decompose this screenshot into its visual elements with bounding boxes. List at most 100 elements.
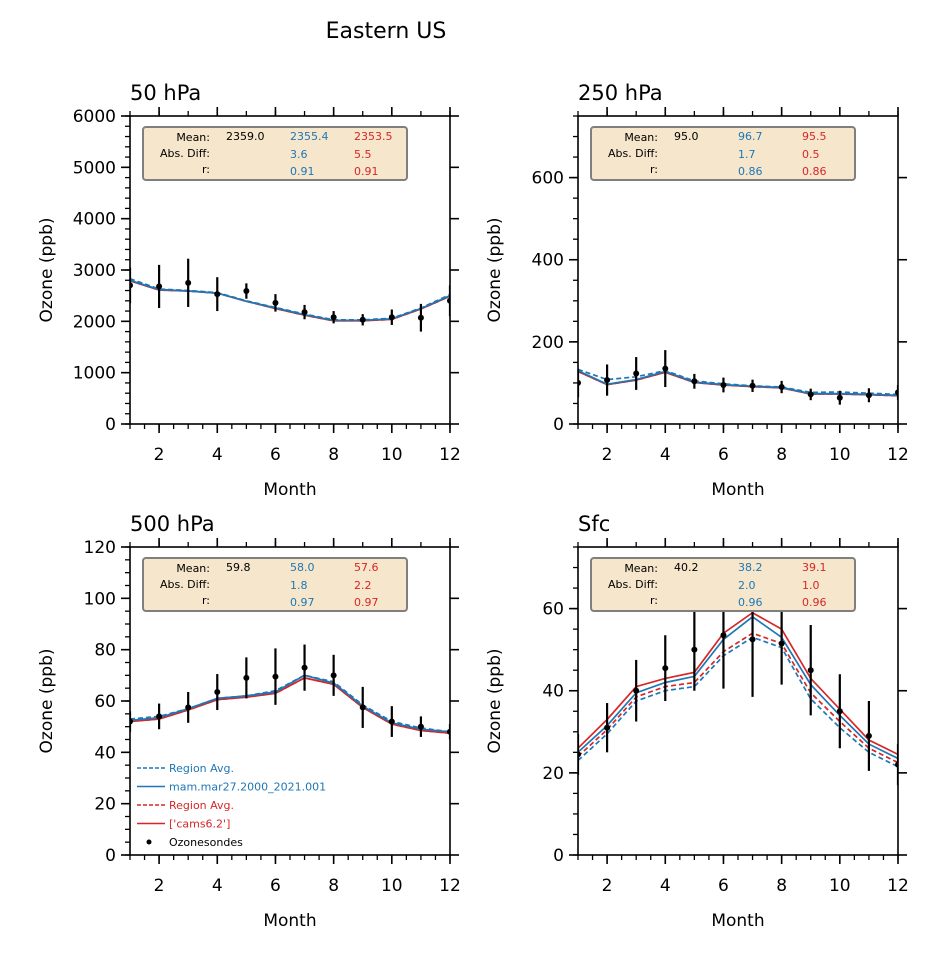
obs-point — [720, 632, 727, 639]
obs-point — [359, 704, 366, 711]
stats-box: Mean: Abs. Diff: r: 59.8 58.0 57.6 1.8 2.2 0.97 0… — [142, 557, 408, 612]
obs-point — [214, 689, 221, 696]
y-tick-label: 200 — [532, 333, 564, 353]
stats-m2-mean: 39.1 — [802, 561, 827, 574]
stats-box-bg — [142, 126, 408, 181]
series-line-1 — [578, 369, 898, 397]
stats-label-absdiff: Abs. Diff: — [608, 578, 658, 591]
stats-m1-mean: 2355.4 — [290, 130, 329, 143]
stats-m2-r: 0.97 — [354, 596, 379, 609]
x-tick-label: 2 — [602, 445, 613, 465]
obs-point — [836, 394, 843, 401]
x-tick-label: 4 — [660, 445, 671, 465]
series-line-1 — [578, 615, 898, 760]
x-tick-label: 8 — [328, 445, 339, 465]
obs-point — [604, 724, 611, 731]
obs-point — [359, 316, 366, 323]
obs-point — [691, 646, 698, 653]
stats-m2-mean: 2353.5 — [354, 130, 393, 143]
axes-frame — [129, 115, 451, 425]
stats-label-mean: Mean: — [624, 562, 658, 575]
y-tick-label: 0 — [105, 415, 116, 435]
stats-box: Mean: Abs. Diff: r: 95.0 96.7 95.5 1.7 0.5 0.86 0… — [590, 126, 856, 181]
stats-m2-absdiff: 1.0 — [802, 579, 820, 592]
legend-marker — [146, 839, 152, 845]
obs-point — [243, 288, 250, 295]
stats-box-bg — [590, 557, 856, 612]
stats-box: Mean: Abs. Diff: r: 2359.0 2355.4 2353.5 3.6 5.… — [142, 126, 408, 181]
obs-point — [388, 314, 395, 321]
stats-box-bg — [590, 126, 856, 181]
x-tick-label: 12 — [439, 876, 461, 896]
panel-title: 250 hPa — [578, 81, 663, 105]
legend-label: ['cams6.2'] — [169, 818, 230, 831]
figure-title: Eastern US — [326, 19, 447, 44]
x-tick-label: 6 — [270, 445, 281, 465]
x-axis-label: Month — [263, 480, 316, 500]
x-tick-label: 4 — [660, 876, 671, 896]
obs-point — [778, 640, 785, 647]
x-axis-label: Month — [263, 911, 316, 931]
stats-label-r: r: — [650, 163, 658, 176]
x-axis-label: Month — [711, 911, 764, 931]
x-tick-label: 4 — [212, 445, 223, 465]
series-line-0 — [578, 636, 898, 768]
obs-point — [272, 673, 279, 680]
y-axis-label: Ozone (ppb) — [37, 218, 57, 323]
stats-box-bg — [142, 557, 408, 612]
y-tick-label: 20 — [542, 764, 564, 784]
axes-frame — [129, 546, 451, 856]
obs-point — [272, 299, 279, 306]
y-tick-label: 4000 — [73, 210, 116, 230]
legend-label: Ozonesondes — [169, 836, 243, 849]
stats-obs-mean: 40.2 — [674, 561, 699, 574]
series-line-3 — [578, 370, 898, 397]
obs-point — [243, 674, 250, 681]
plot-area — [130, 644, 450, 740]
stats-m1-absdiff: 2.0 — [738, 579, 756, 592]
stats-m1-absdiff: 3.6 — [290, 148, 308, 161]
series-line-2 — [578, 370, 898, 397]
x-tick-label: 6 — [270, 876, 281, 896]
plot-area — [130, 258, 450, 332]
obs-point — [604, 377, 611, 384]
x-axis-label: Month — [711, 480, 764, 500]
series-line-3 — [578, 611, 898, 756]
stats-label-absdiff: Abs. Diff: — [160, 147, 210, 160]
obs-point — [388, 718, 395, 725]
axes-frame — [577, 546, 899, 856]
series-line-1 — [130, 279, 450, 322]
x-tick-label: 8 — [776, 876, 787, 896]
legend: Region Avg. mam.mar27.2000_2021.001 Region… — [137, 762, 326, 849]
x-tick-label: 6 — [718, 876, 729, 896]
x-tick-label: 6 — [718, 445, 729, 465]
obs-point — [778, 384, 785, 391]
y-tick-label: 1000 — [73, 364, 116, 384]
x-tick-label: 2 — [154, 445, 165, 465]
stats-m1-mean: 38.2 — [738, 561, 763, 574]
obs-point — [633, 370, 640, 377]
y-tick-label: 0 — [553, 415, 564, 435]
stats-label-r: r: — [202, 163, 210, 176]
stats-label-r: r: — [202, 594, 210, 607]
y-tick-label: 6000 — [73, 107, 116, 127]
obs-point — [417, 723, 424, 730]
x-tick-label: 12 — [887, 445, 909, 465]
stats-m1-mean: 96.7 — [738, 130, 763, 143]
obs-point — [807, 667, 814, 674]
obs-point — [662, 665, 669, 672]
stats-m1-absdiff: 1.8 — [290, 579, 308, 592]
obs-point — [807, 391, 814, 398]
axes-frame — [577, 115, 899, 425]
stats-label-mean: Mean: — [624, 131, 658, 144]
x-tick-label: 10 — [829, 876, 851, 896]
stats-label-absdiff: Abs. Diff: — [160, 578, 210, 591]
y-tick-label: 100 — [84, 589, 116, 609]
stats-obs-mean: 59.8 — [226, 561, 251, 574]
y-tick-label: 20 — [94, 795, 116, 815]
panel-3: Sfc Ozone (ppb) Month 2 4 6 8 10 12 0 20 40 60 Mean: A… — [485, 512, 909, 931]
stats-m2-mean: 95.5 — [802, 130, 827, 143]
obs-point — [301, 664, 308, 671]
legend-label: mam.mar27.2000_2021.001 — [169, 781, 326, 794]
x-tick-label: 12 — [887, 876, 909, 896]
